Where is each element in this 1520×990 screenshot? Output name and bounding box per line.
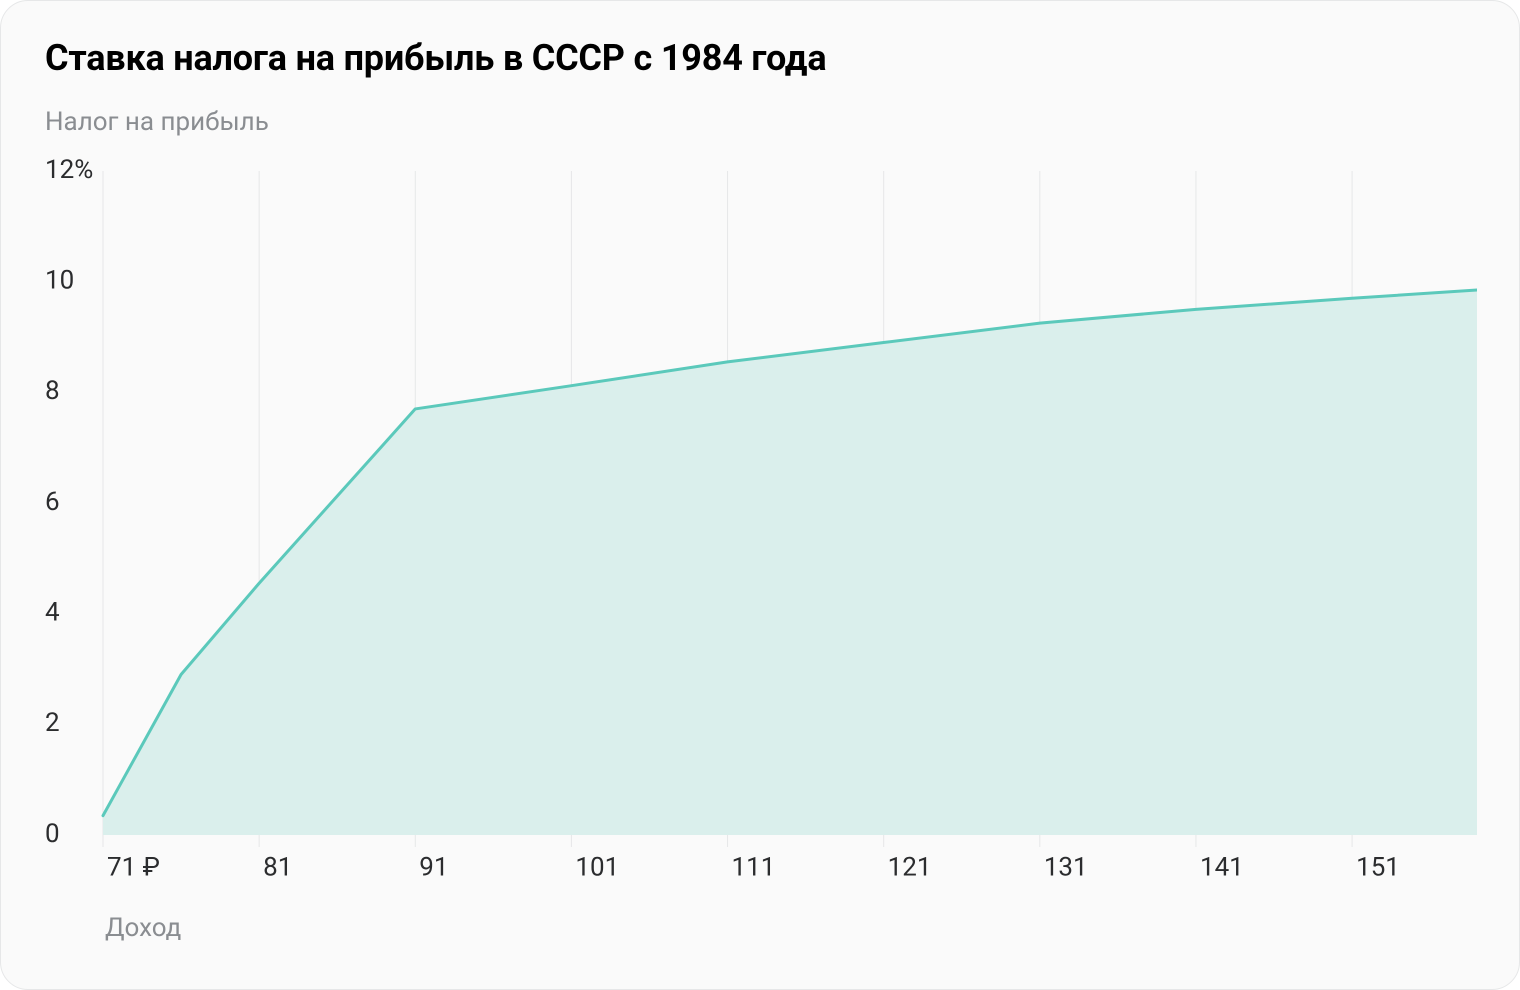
y-tick-label: 12%: [45, 155, 93, 185]
y-tick-label: 10: [45, 266, 74, 296]
area-fill: [103, 290, 1477, 835]
x-tick-label: 71 ₽: [107, 852, 160, 882]
x-tick-label: 81: [263, 852, 292, 882]
x-tick-label: 101: [575, 852, 619, 882]
x-tick-label: 91: [419, 852, 448, 882]
y-tick-label: 4: [45, 598, 60, 628]
x-tick-label: 141: [1200, 852, 1244, 882]
y-tick-label: 2: [45, 708, 60, 738]
x-axis-label: Доход: [105, 913, 1475, 943]
chart-svg: 0 2 4 6 8 10 12% 71 ₽ 81 91 101 111 121 131 141 151: [45, 155, 1477, 895]
x-tick-label: 131: [1044, 852, 1088, 882]
x-tick-label: 111: [732, 852, 776, 882]
chart-plot-area: 0 2 4 6 8 10 12% 71 ₽ 81 91 101 111 121 131 141 151: [45, 155, 1475, 895]
y-axis-label: Налог на прибыль: [45, 107, 1475, 137]
y-tick-label: 6: [45, 487, 60, 517]
chart-card: Ставка налога на прибыль в СССР с 1984 г…: [0, 0, 1520, 990]
chart-title: Ставка налога на прибыль в СССР с 1984 г…: [45, 37, 1475, 79]
y-tick-label: 8: [45, 376, 60, 406]
y-tick-label: 0: [45, 819, 60, 849]
x-tick-label: 121: [888, 852, 932, 882]
x-tick-label: 151: [1356, 852, 1400, 882]
